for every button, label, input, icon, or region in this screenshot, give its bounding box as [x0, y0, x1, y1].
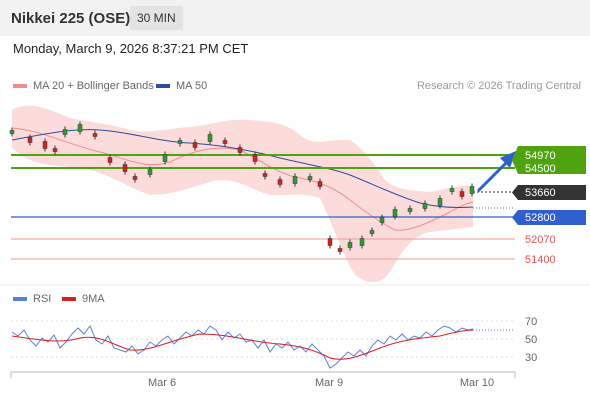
bollinger-swatch	[13, 84, 27, 88]
candle-body	[252, 154, 258, 162]
candle-body	[327, 238, 333, 246]
price-tag-bg-54970	[518, 146, 586, 174]
x-axis-label-mar9: Mar 9	[315, 377, 343, 389]
instrument-title: Nikkei 225 (OSE)	[11, 10, 131, 27]
rsi-axis-50: 50	[525, 334, 537, 346]
candle-body	[307, 176, 313, 180]
rsi-axis-70: 70	[525, 316, 537, 328]
timeframe-button[interactable]: 30 MIN	[130, 6, 183, 30]
price-tag-pointer-green	[512, 146, 518, 174]
ma50-swatch	[156, 84, 170, 88]
price-tag-bg-53660	[518, 185, 586, 200]
candle-body	[337, 248, 343, 252]
candle-body	[437, 198, 443, 206]
price-tag-54500: 54500	[525, 163, 556, 175]
price-tag-52800: 52800	[525, 212, 556, 224]
candle-body	[9, 130, 15, 134]
credit-text: Research © 2026 Trading Central	[416, 80, 581, 92]
chart-header: Nikkei 225 (OSE) 30 MIN	[0, 0, 590, 36]
candle-body	[132, 176, 138, 180]
price-tag-52070: 52070	[525, 234, 556, 246]
candle-body	[162, 154, 168, 162]
rsi-legend-swatch	[13, 297, 27, 301]
bollinger-label: MA 20 + Bollinger Bands	[33, 80, 154, 92]
candle-body	[52, 148, 58, 152]
candle-body	[317, 181, 323, 187]
chart-datetime: Monday, March 9, 2026 8:37:21 PM CET	[13, 41, 249, 56]
candle-body	[122, 164, 128, 172]
candle-body	[449, 188, 455, 192]
forecast-arrowhead	[500, 151, 516, 168]
ma50-label: MA 50	[176, 80, 208, 92]
candle-body	[392, 209, 398, 217]
candle-body	[177, 140, 183, 144]
price-tag-pointer-blue	[512, 210, 518, 225]
rsi-line	[11, 325, 474, 369]
ma9-legend-label: 9MA	[82, 293, 105, 305]
candle-body	[107, 157, 113, 163]
candle-body	[237, 147, 243, 153]
candle-body	[277, 179, 283, 185]
price-tag-51400: 51400	[525, 254, 556, 266]
candle-body	[459, 191, 465, 197]
candle-body	[192, 142, 198, 148]
x-axis-label-mar10: Mar 10	[460, 377, 494, 389]
candle-body	[262, 173, 268, 177]
candle-body	[27, 137, 33, 143]
candle-body	[222, 140, 228, 144]
rsi-axis-30: 30	[525, 352, 537, 364]
candle-body	[42, 141, 48, 149]
candle-body	[92, 133, 98, 137]
price-tag-pointer-dark	[512, 185, 518, 200]
price-tag-53660: 53660	[525, 187, 556, 199]
candle-body	[292, 176, 298, 184]
candle-body	[379, 217, 385, 223]
forecast-arrow	[476, 159, 510, 193]
candle-body	[207, 134, 213, 142]
price-tag-54970: 54970	[525, 150, 556, 162]
legend-ma50: MA 50	[156, 80, 207, 92]
candle-body	[77, 124, 83, 132]
candlesticks	[9, 121, 475, 255]
ma9-legend-swatch	[62, 297, 76, 301]
candle-body	[347, 242, 353, 248]
candle-body	[407, 208, 413, 212]
candle-body	[369, 230, 375, 234]
legend-bollinger: MA 20 + Bollinger Bands	[13, 80, 154, 92]
bollinger-band	[12, 105, 473, 283]
price-tag-bg-52800	[518, 210, 586, 225]
candle-body	[422, 203, 428, 209]
rsi-ma9-line	[11, 329, 474, 360]
rsi-legend-label: RSI	[33, 293, 51, 305]
candle-body	[359, 238, 365, 246]
candle-body	[147, 169, 153, 175]
candle-body	[62, 129, 68, 135]
x-axis-label-mar6: Mar 6	[148, 377, 176, 389]
candle-body	[469, 186, 475, 194]
